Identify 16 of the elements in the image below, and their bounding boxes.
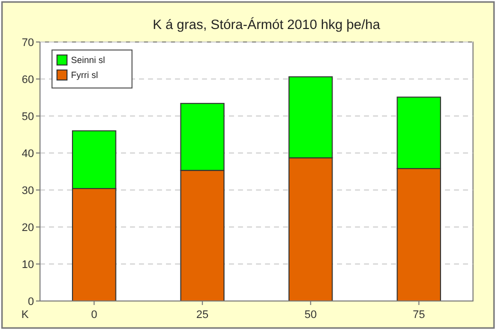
- y-tick-label: 30: [22, 184, 34, 197]
- y-tick-label: 10: [22, 258, 34, 271]
- x-tick-label: 50: [304, 309, 317, 321]
- y-tick-label: 40: [22, 148, 34, 160]
- y-tick-label: 50: [22, 110, 34, 123]
- x-tick-label: 75: [412, 309, 425, 321]
- legend-label: Seinni sl: [71, 55, 106, 66]
- x-axis-title: K: [21, 309, 30, 321]
- y-tick-label: 60: [22, 74, 34, 86]
- x-tick-label: 25: [196, 309, 208, 321]
- chart-title: K á gras, Stóra-Ármót 2010 hkg þe/ha: [152, 17, 381, 32]
- y-tick-label: 70: [22, 36, 34, 49]
- x-tick-label: 0: [91, 309, 98, 321]
- y-tick-label: 0: [28, 296, 34, 308]
- y-tick-label: 20: [22, 222, 34, 234]
- legend-label: Fyrri sl: [71, 70, 98, 80]
